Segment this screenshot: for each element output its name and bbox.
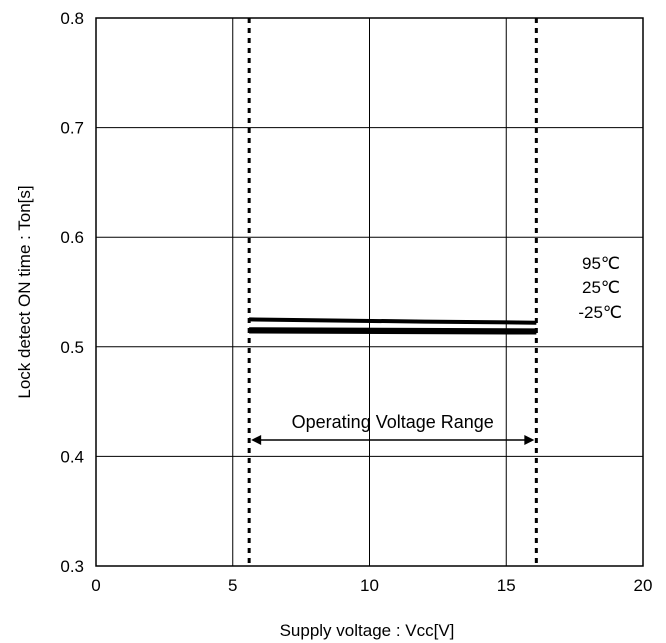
series-group xyxy=(249,317,537,335)
x-axis-label: Supply voltage : Vcc[V] xyxy=(280,621,455,640)
grid-lines xyxy=(95,17,644,567)
range-arrow-right-head xyxy=(524,434,535,445)
operating-range-lines xyxy=(247,18,538,566)
x-tick-label: 5 xyxy=(228,576,237,595)
y-tick-label: 0.5 xyxy=(60,338,84,357)
y-tick-label: 0.6 xyxy=(60,228,84,247)
y-tick-label: 0.7 xyxy=(60,119,84,138)
legend-entry-95c: 95℃ xyxy=(582,254,620,273)
x-tick-label: 15 xyxy=(497,576,516,595)
range-arrow-left-head xyxy=(251,434,262,445)
y-axis-label: Lock detect ON time : Ton[s] xyxy=(15,185,34,398)
x-tick-label: 20 xyxy=(634,576,653,595)
tick-labels: 0 5 10 15 20 0.3 0.4 0.5 0.6 0.7 0.8 xyxy=(60,9,652,595)
series-line xyxy=(249,329,537,335)
legend-entry-minus-25c: -25℃ xyxy=(578,303,622,322)
operating-range-label: Operating Voltage Range xyxy=(292,412,494,432)
legend-entry-25c: 25℃ xyxy=(582,278,620,297)
y-tick-label: 0.4 xyxy=(60,447,84,466)
y-tick-label: 0.8 xyxy=(60,9,84,28)
legend: 95℃ 25℃ -25℃ xyxy=(578,254,622,322)
series-line xyxy=(249,327,537,333)
plot-frame xyxy=(95,17,644,567)
operating-range-annotation: Operating Voltage Range xyxy=(251,412,535,445)
y-tick-label: 0.3 xyxy=(60,557,84,576)
x-tick-label: 10 xyxy=(360,576,379,595)
x-tick-label: 0 xyxy=(91,576,100,595)
series-line xyxy=(249,317,537,325)
